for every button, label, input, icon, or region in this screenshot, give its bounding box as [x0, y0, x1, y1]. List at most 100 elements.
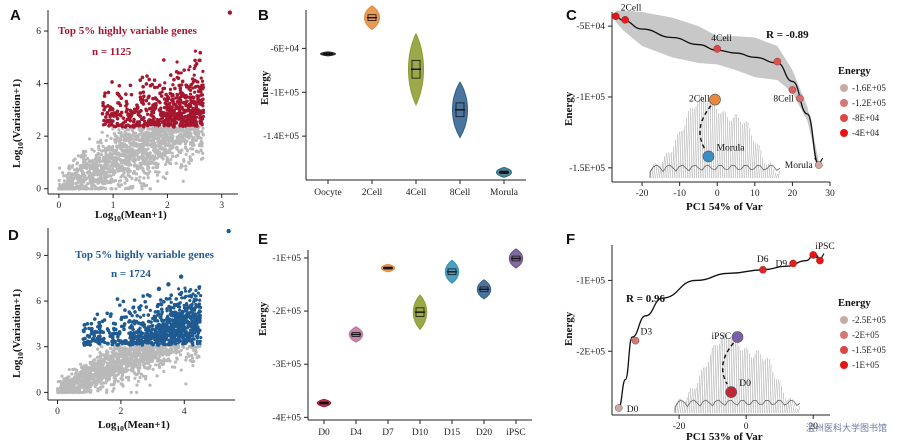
- highlight-point: [132, 298, 137, 302]
- scatter-point: [128, 156, 132, 160]
- scatter-point: [58, 182, 62, 187]
- scatter-point: [110, 350, 114, 354]
- scatter-point: [142, 143, 146, 147]
- scatter-point: [171, 119, 175, 123]
- scatter-point: [109, 187, 113, 191]
- scatter-point: [179, 128, 184, 132]
- scatter-point: [108, 356, 113, 360]
- y-tick-label: 4: [36, 80, 41, 90]
- scatter-point: [153, 129, 157, 133]
- scatter-point: [178, 150, 182, 154]
- scatter-point: [194, 294, 198, 298]
- trajectory-point: [788, 86, 797, 94]
- landscape-stroke: [769, 364, 772, 414]
- scatter-point: [189, 288, 193, 292]
- scatter-point: [143, 171, 147, 175]
- panel-d-scatter: Top 5% highly variable genes n = 1724 0 2…: [11, 228, 235, 433]
- scatter-point: [169, 300, 173, 304]
- highlight-point: [177, 335, 181, 340]
- scatter-point: [70, 372, 74, 376]
- landscape-stroke: [703, 367, 706, 414]
- scatter-point: [174, 161, 178, 165]
- highlight-point: [102, 108, 106, 112]
- highlight-point: [140, 75, 145, 80]
- scatter-point: [114, 373, 119, 377]
- highlight-point: [140, 117, 144, 122]
- scatter-point: [200, 144, 204, 148]
- scatter-point: [184, 315, 188, 319]
- scatter-point: [156, 179, 160, 183]
- scatter-point: [179, 368, 183, 372]
- scatter-point: [135, 134, 139, 138]
- scatter-point: [198, 316, 202, 321]
- highlight-point: [132, 340, 137, 345]
- scatter-point: [120, 145, 124, 150]
- panel-c-legend-title: Energy: [838, 66, 871, 77]
- landscape-ridge: [649, 164, 781, 178]
- scatter-point: [160, 153, 165, 157]
- scatter-point: [85, 386, 90, 390]
- highlight-point: [102, 340, 106, 344]
- scatter-point: [142, 363, 146, 367]
- highlight-point: [148, 330, 153, 334]
- scatter-point: [118, 184, 122, 188]
- highlight-point: [177, 112, 182, 117]
- panel-c-legend: Energy -1.6E+05 -1.2E+05 -8E+04 -4E+04: [838, 66, 886, 138]
- highlight-point: [87, 334, 92, 338]
- scatter-point: [148, 127, 152, 131]
- scatter-point: [185, 139, 189, 143]
- landscape-stroke: [712, 344, 715, 414]
- scatter-point: [69, 174, 74, 179]
- landscape-stroke: [764, 164, 767, 179]
- scatter-point: [150, 131, 154, 135]
- highlight-point: [142, 94, 146, 99]
- highlight-point: [148, 83, 153, 88]
- landscape-stroke: [698, 96, 701, 179]
- scatter-point: [98, 353, 103, 358]
- x-tick-label: D10: [412, 428, 429, 438]
- scatter-point: [123, 346, 127, 350]
- scatter-point: [89, 362, 93, 366]
- legend-swatch: [840, 331, 848, 339]
- scatter-point: [135, 359, 139, 363]
- highlight-point: [145, 123, 150, 128]
- highlight-point: [153, 310, 158, 314]
- landscape-stroke: [699, 94, 702, 179]
- scatter-point: [136, 366, 140, 370]
- scatter-point: [137, 368, 141, 373]
- scatter-point: [88, 390, 93, 394]
- highlight-point: [185, 103, 190, 108]
- highlight-point: [134, 330, 139, 334]
- scatter-point: [125, 137, 129, 141]
- scatter-point: [57, 187, 61, 191]
- scatter-point: [153, 170, 158, 174]
- highlight-point: [129, 340, 133, 345]
- scatter-point: [97, 180, 101, 184]
- scatter-point: [193, 325, 197, 329]
- highlight-point: [158, 91, 162, 96]
- highlight-point: [142, 124, 146, 129]
- scatter-point: [197, 329, 201, 333]
- landscape-stroke: [655, 165, 658, 179]
- scatter-point: [193, 85, 197, 89]
- scatter-point: [89, 172, 94, 176]
- scatter-point: [87, 137, 92, 141]
- x-tick-label: 0: [55, 407, 60, 417]
- scatter-point: [148, 143, 152, 147]
- legend-label: -2.5E+05: [852, 315, 886, 325]
- highlight-point: [128, 118, 133, 123]
- scatter-point: [102, 370, 107, 374]
- scatter-point: [163, 153, 167, 158]
- highlight-point: [122, 324, 126, 328]
- scatter-point: [57, 166, 62, 170]
- panel-label-e: E: [258, 231, 268, 248]
- scatter-point: [153, 162, 157, 166]
- landscape-stroke: [717, 343, 720, 414]
- landscape-arrow: [699, 105, 712, 149]
- highlight-point: [121, 299, 126, 304]
- scatter-point: [172, 344, 176, 348]
- landscape-stroke: [766, 163, 769, 179]
- scatter-point: [169, 157, 173, 162]
- highlight-point: [186, 85, 191, 89]
